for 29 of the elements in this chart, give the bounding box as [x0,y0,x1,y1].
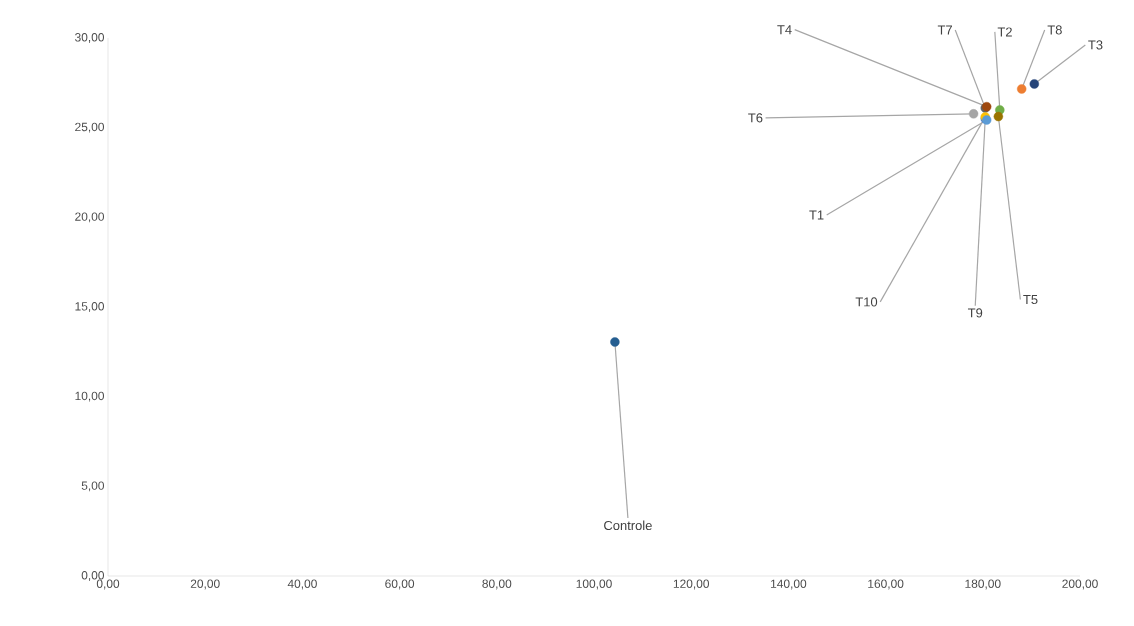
x-tick-label: 200,00 [1062,579,1098,590]
text: T9 [967,308,983,318]
y-tick-label: 30,00 [75,33,105,43]
text: T4 [777,25,792,35]
y-tick-label: 10,00 [75,391,105,402]
text: T6 [748,113,763,123]
text: T10 [855,297,878,307]
y-tick-label: 5,00 [81,481,105,492]
y-tick-label: 20,00 [75,212,105,223]
x-tick-label: 20,00 [190,579,220,590]
x-tick-label: 80,00 [482,579,512,590]
x-tick-label: 40,00 [287,579,317,590]
text: T2 [997,27,1012,37]
y-tick-label: 0,00 [81,571,105,581]
x-tick-label: 100,00 [576,579,612,590]
text: T5 [1023,295,1038,305]
x-tick-label: 0,00 [96,579,120,590]
text: T3 [1088,40,1103,50]
x-tick-label: 180,00 [965,579,1001,590]
text: T8 [1047,25,1062,35]
text: T7 [937,25,952,35]
x-tick-label: 120,00 [673,579,710,590]
x-tick-label: 60,00 [385,579,415,590]
text: Controle [604,520,652,531]
x-tick-label: 140,00 [771,579,807,590]
y-tick-label: 25,00 [75,122,105,133]
x-tick-label: 160,00 [868,579,904,590]
y-tick-label: 15,00 [75,302,105,312]
text: T1 [809,210,824,220]
